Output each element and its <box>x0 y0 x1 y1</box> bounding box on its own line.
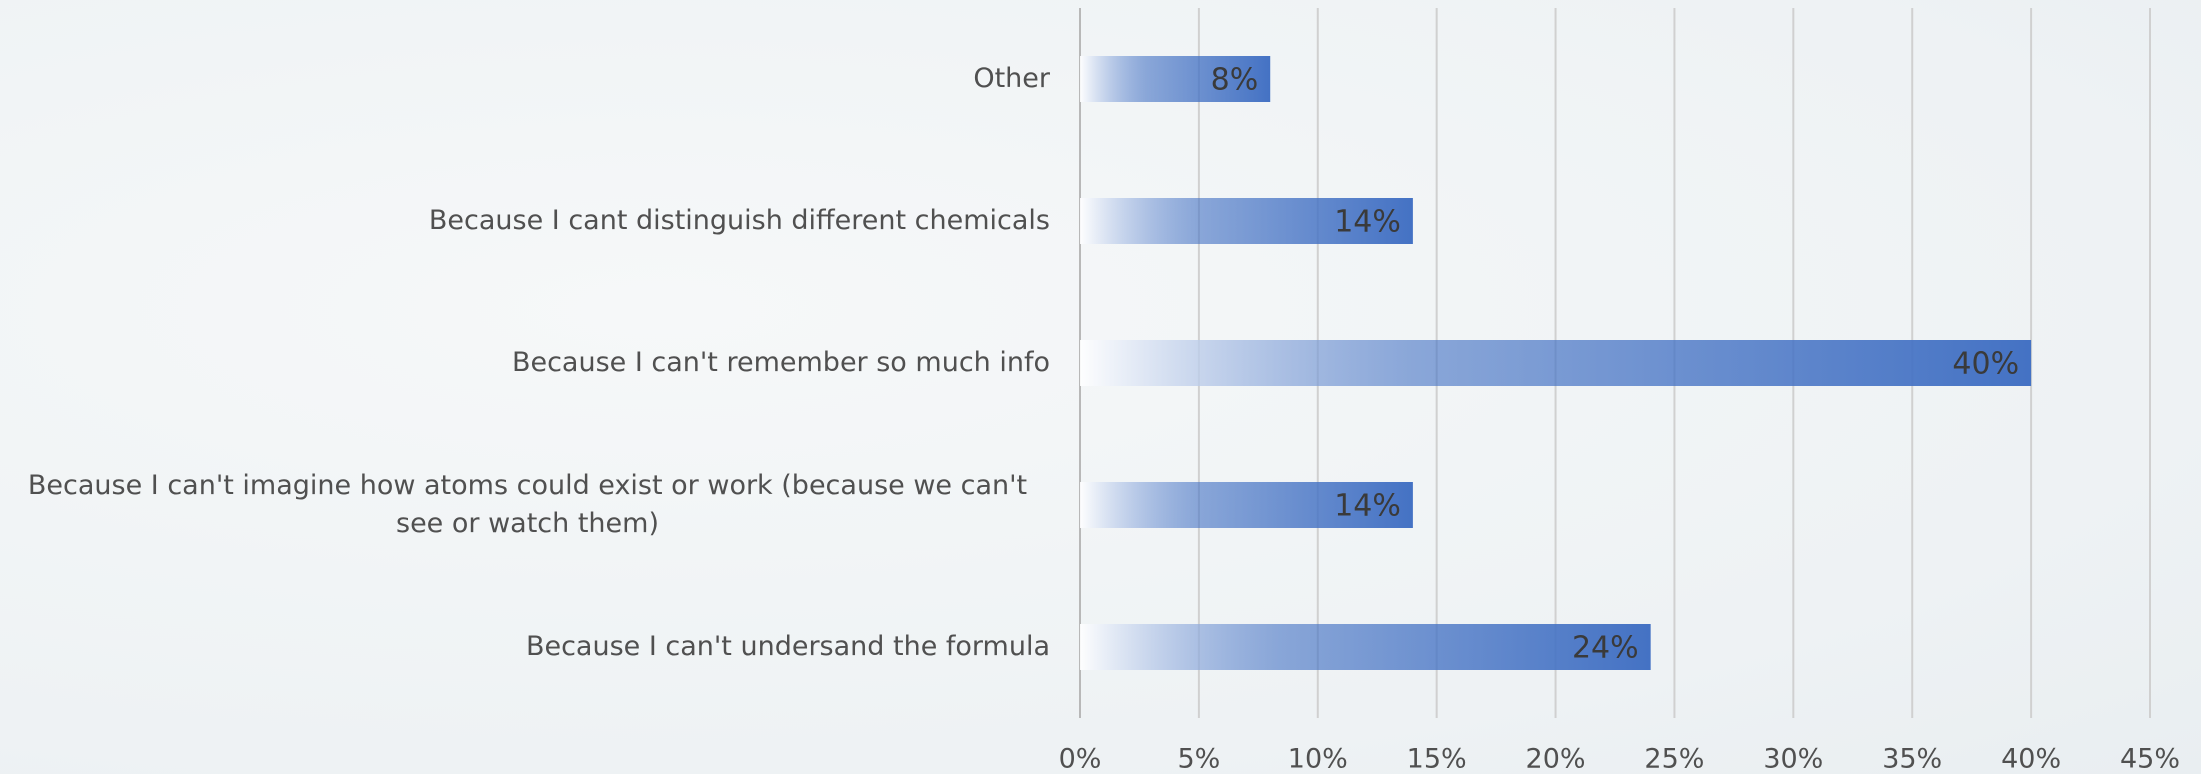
data-label: 24% <box>1572 631 1639 666</box>
x-tick-label: 25% <box>1644 744 1704 774</box>
category-label: Because I can't undersand the formula <box>0 628 1050 666</box>
x-tick-label: 10% <box>1288 744 1348 774</box>
category-text: Because I cant distinguish different che… <box>428 205 1050 236</box>
data-label: 8% <box>1211 63 1259 98</box>
bar <box>1080 482 1413 528</box>
x-tick-label: 20% <box>1526 744 1586 774</box>
bar <box>1080 198 1413 244</box>
data-label: 14% <box>1334 489 1401 524</box>
category-label: Because I cant distinguish different che… <box>0 202 1050 240</box>
x-tick-label: 40% <box>2001 744 2061 774</box>
category-text: Because I can't imagine how atoms could … <box>27 470 1028 539</box>
data-label: 40% <box>1952 347 2019 382</box>
x-tick-label: 5% <box>1177 744 1220 774</box>
bar <box>1080 340 2032 386</box>
category-label: Because I can't remember so much info <box>0 344 1050 382</box>
category-text: Other <box>973 63 1050 94</box>
x-tick-label: 30% <box>1763 744 1823 774</box>
data-label: 14% <box>1334 205 1401 240</box>
x-tick-label: 15% <box>1407 744 1467 774</box>
category-label: Because I can't imagine how atoms could … <box>0 467 1050 543</box>
category-text: Because I can't undersand the formula <box>525 631 1050 662</box>
x-tick-label: 35% <box>1882 744 1942 774</box>
x-tick-label: 0% <box>1059 744 1102 774</box>
category-text: Because I can't remember so much info <box>511 347 1050 378</box>
category-label: Other <box>0 60 1050 98</box>
x-tick-label: 45% <box>2120 744 2180 774</box>
bar <box>1080 624 1651 670</box>
bar <box>1080 56 1271 102</box>
